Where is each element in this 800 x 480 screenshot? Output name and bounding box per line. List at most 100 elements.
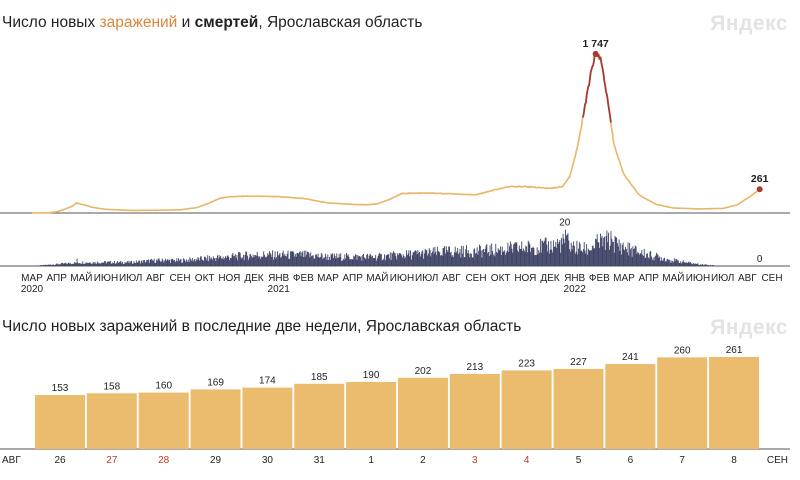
deaths-day-bar — [135, 260, 137, 266]
deaths-day-bar — [112, 262, 114, 266]
deaths-day-bar — [186, 261, 188, 266]
deaths-day-bar — [466, 252, 468, 266]
deaths-day-bar — [623, 249, 625, 266]
deaths-day-bar — [408, 250, 410, 266]
deaths-day-bar — [565, 235, 567, 266]
deaths-day-bar — [357, 255, 359, 266]
deaths-day-bar — [62, 262, 63, 266]
deaths-day-bar — [189, 257, 191, 266]
deaths-day-bar — [217, 258, 219, 266]
deaths-day-bar — [83, 263, 85, 266]
deaths-day-bar — [371, 255, 373, 266]
deaths-day-bar — [711, 264, 713, 266]
deaths-day-bar — [617, 243, 618, 266]
deaths-day-bar — [559, 239, 561, 266]
deaths-day-bar — [647, 257, 649, 266]
deaths-day-bar — [492, 250, 493, 266]
deaths-day-bar — [151, 258, 153, 266]
deaths-day-bar — [518, 245, 520, 266]
deaths-day-bar — [331, 254, 333, 266]
deaths-day-bar — [711, 265, 713, 266]
deaths-day-bar — [54, 264, 56, 266]
deaths-day-bar — [681, 262, 683, 266]
deaths-day-bar — [475, 253, 477, 266]
deaths-day-bar — [505, 252, 507, 266]
deaths-day-bar — [137, 262, 139, 266]
deaths-day-bar — [490, 254, 492, 266]
deaths-day-bar — [89, 262, 91, 266]
deaths-day-bar — [587, 254, 588, 266]
deaths-day-bar — [300, 256, 302, 266]
deaths-day-bar — [564, 243, 566, 266]
deaths-day-bar — [298, 253, 300, 266]
deaths-day-bar — [114, 263, 116, 266]
deaths-day-bar — [442, 248, 444, 266]
deaths-day-bar — [646, 253, 648, 266]
deaths-day-bar — [273, 257, 275, 266]
deaths-day-bar — [113, 260, 115, 266]
x-tick-label-year: 2022 — [564, 284, 587, 295]
deaths-day-bar — [67, 262, 69, 266]
deaths-day-bar — [579, 243, 581, 266]
bar-category-label: 7 — [679, 455, 685, 466]
deaths-day-bar — [406, 255, 408, 266]
deaths-day-bar — [619, 250, 621, 266]
deaths-day-bar — [205, 258, 207, 266]
deaths-day-bar — [494, 256, 496, 266]
deaths-day-bar — [70, 263, 72, 266]
bar-value-label: 213 — [466, 362, 483, 373]
deaths-day-bar — [404, 258, 406, 266]
deaths-day-bar — [95, 263, 97, 266]
deaths-day-bar — [585, 253, 587, 266]
deaths-day-bar — [351, 258, 353, 266]
deaths-day-bar — [115, 263, 117, 266]
bar-category-label: 3 — [472, 455, 478, 466]
deaths-day-bar — [596, 234, 598, 266]
deaths-day-bar — [221, 258, 223, 266]
deaths-day-bar — [461, 245, 463, 266]
bar — [35, 395, 85, 449]
deaths-day-bar — [257, 255, 259, 266]
deaths-day-bar — [182, 262, 184, 266]
deaths-day-bar — [691, 263, 693, 266]
deaths-day-bar — [703, 264, 705, 266]
deaths-day-bar — [165, 258, 166, 266]
x-tick-label-month: МАР — [21, 273, 43, 284]
deaths-day-bar — [488, 256, 490, 266]
month-end-label: СЕН — [767, 455, 788, 466]
deaths-day-bar — [319, 257, 321, 266]
deaths-day-bar — [378, 253, 380, 266]
deaths-day-bar — [421, 251, 423, 266]
deaths-day-bar — [298, 251, 300, 266]
deaths-day-bar — [224, 257, 226, 266]
deaths-day-bar — [630, 247, 632, 266]
deaths-day-bar — [481, 257, 483, 266]
deaths-day-bar — [496, 252, 498, 266]
deaths-day-bar — [635, 246, 637, 266]
deaths-day-bar — [296, 252, 298, 266]
deaths-day-bar — [166, 259, 168, 266]
deaths-day-bar — [449, 252, 451, 266]
deaths-day-bar — [668, 260, 670, 266]
deaths-day-bar — [122, 263, 124, 266]
deaths-day-bar — [170, 259, 172, 266]
deaths-day-bar — [346, 255, 348, 266]
deaths-day-bar — [503, 251, 505, 266]
deaths-day-bar — [269, 252, 271, 266]
deaths-day-bar — [253, 257, 255, 266]
deaths-day-bar — [255, 255, 257, 266]
deaths-day-bar — [328, 259, 330, 266]
deaths-day-bar — [225, 257, 227, 266]
deaths-day-bar — [605, 235, 607, 266]
bar-value-label: 261 — [726, 345, 743, 356]
deaths-day-bar — [688, 261, 690, 266]
deaths-day-bar — [528, 242, 530, 266]
deaths-day-bar — [487, 253, 489, 266]
deaths-day-bar — [42, 264, 44, 266]
deaths-day-bar — [661, 260, 663, 266]
deaths-day-bar — [574, 253, 576, 266]
deaths-day-bar — [139, 263, 141, 266]
deaths-day-bar — [289, 258, 291, 266]
deaths-day-bar — [604, 249, 606, 266]
deaths-day-bar — [249, 254, 251, 266]
